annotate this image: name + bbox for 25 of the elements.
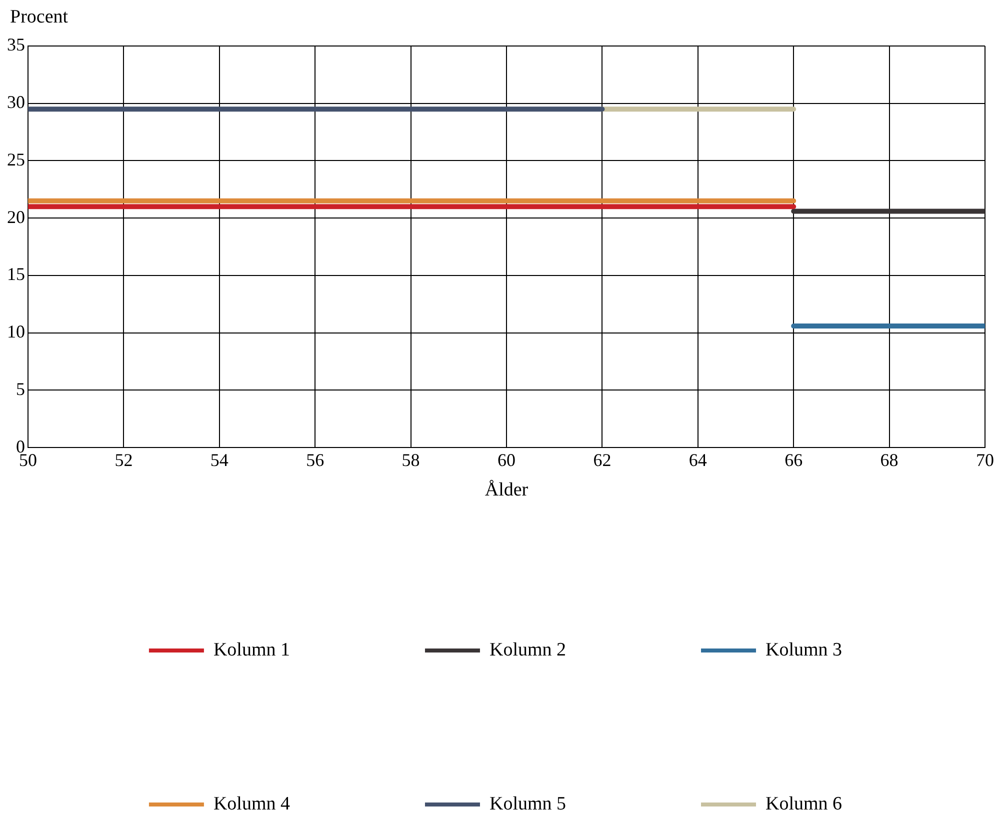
legend-label: Kolumn 5	[489, 793, 566, 814]
x-tick-label: 56	[306, 450, 324, 470]
y-tick-label: 30	[7, 92, 25, 112]
x-tick-label: 62	[593, 450, 612, 470]
y-tick-label: 20	[7, 206, 25, 227]
x-tick-label: 52	[114, 450, 133, 470]
legend-label: Kolumn 3	[766, 639, 842, 660]
x-tick-label: 58	[402, 450, 420, 470]
x-axis-title: Ålder	[484, 480, 529, 501]
x-tick-label: 54	[210, 450, 228, 470]
y-axis-title: Procent	[10, 6, 69, 28]
legend-label: Kolumn 6	[766, 793, 842, 814]
x-tick-label: 68	[880, 450, 898, 470]
x-tick-label: 64	[688, 450, 707, 470]
legend-label: Kolumn 4	[213, 793, 290, 814]
x-tick-label: 66	[784, 450, 803, 470]
x-tick-label: 70	[976, 450, 994, 470]
y-tick-label: 15	[7, 264, 25, 284]
x-tick-label: 60	[498, 450, 516, 470]
y-tick-label: 5	[16, 378, 25, 399]
y-tick-label: 25	[7, 149, 25, 170]
y-tick-label: 10	[7, 322, 25, 342]
legend-label: Kolumn 1	[213, 639, 290, 660]
y-tick-label: 35	[7, 34, 25, 55]
legend-label: Kolumn 2	[489, 639, 566, 660]
